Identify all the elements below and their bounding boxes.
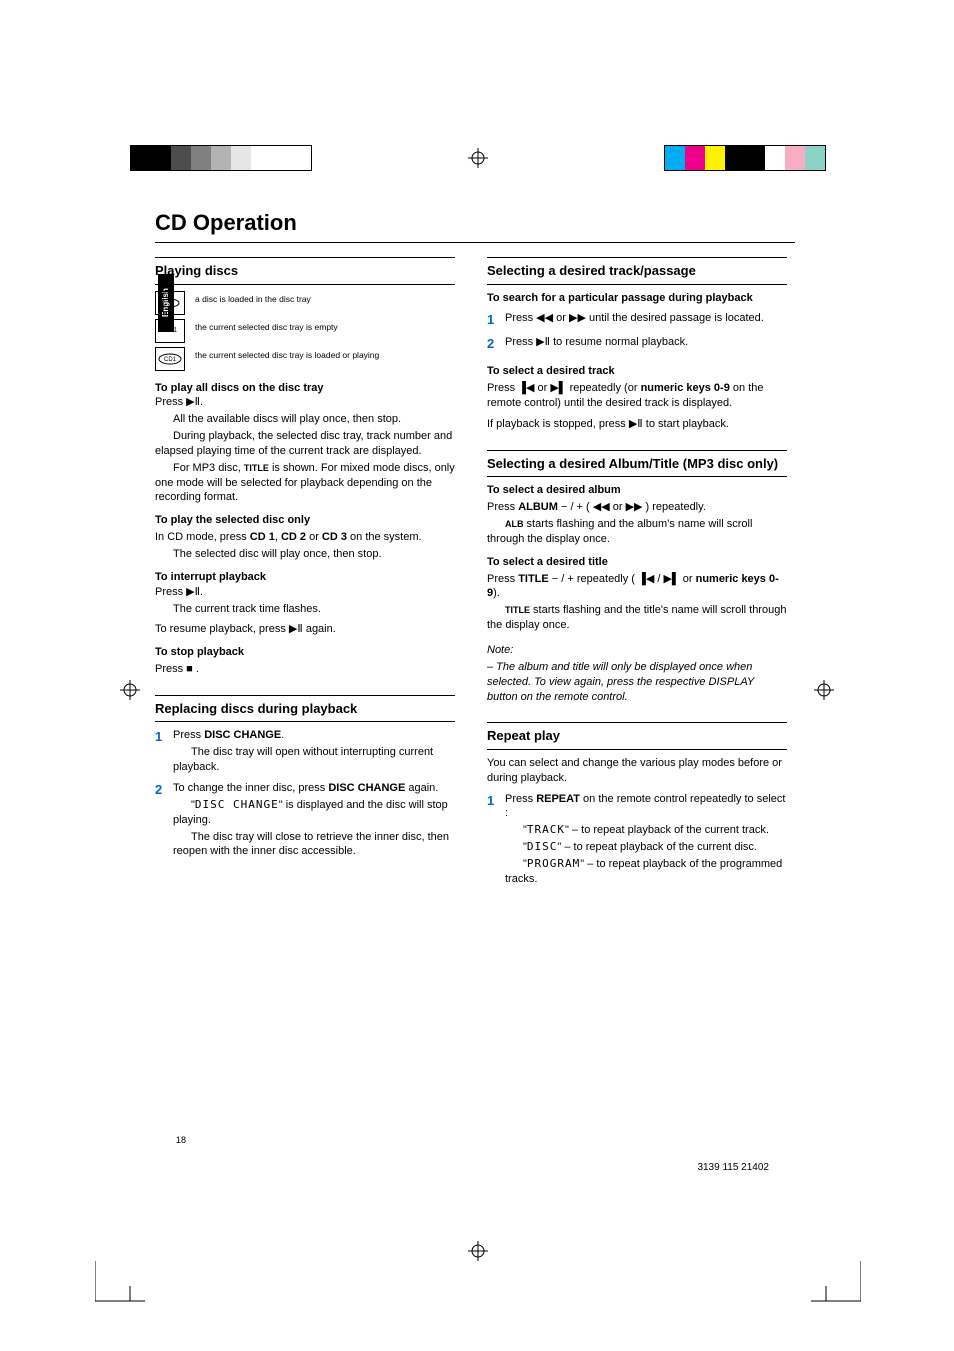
registration-mark-bottom xyxy=(468,1241,488,1261)
sub-heading: To play the selected disc only xyxy=(155,513,455,528)
step-detail: The disc tray will open without interrup… xyxy=(173,745,455,775)
instruction-text: Press ▶Ⅱ. xyxy=(155,585,455,600)
body-text: For MP3 disc, TITLE is shown. For mixed … xyxy=(155,461,455,506)
left-colorbar xyxy=(130,145,312,171)
step-number: 2 xyxy=(155,781,173,859)
registration-mark-right xyxy=(814,680,834,700)
section-heading: Playing discs xyxy=(155,257,455,285)
section-heading: Replacing discs during playback xyxy=(155,695,455,723)
left-column: Playing discs a disc is loaded in the di… xyxy=(155,251,455,887)
step-number: 1 xyxy=(155,728,173,775)
body-text: You can select and change the various pl… xyxy=(487,756,787,786)
step-text: Press ◀◀ or ▶▶ until the desired passage… xyxy=(505,311,787,329)
sub-heading: To search for a particular passage durin… xyxy=(487,291,787,306)
legend-text: the current selected disc tray is loaded… xyxy=(195,347,379,361)
note-heading: Note: xyxy=(487,643,787,658)
page-number: 18 xyxy=(176,1135,186,1145)
page-title: CD Operation xyxy=(155,210,795,243)
svg-text:CD1: CD1 xyxy=(164,357,177,363)
body-text: To resume playback, press ▶Ⅱ again. xyxy=(155,622,455,637)
step-1: 1 Press ◀◀ or ▶▶ until the desired passa… xyxy=(487,311,787,329)
disc-loaded-icon xyxy=(155,291,185,315)
step-2: 2 To change the inner disc, press DISC C… xyxy=(155,781,455,859)
right-column: Selecting a desired track/passage To sea… xyxy=(487,251,787,887)
sub-heading: To interrupt playback xyxy=(155,570,455,585)
footer-code: 3139 115 21402 xyxy=(697,1162,769,1173)
step-text: Press DISC CHANGE. The disc tray will op… xyxy=(173,728,455,775)
body-text: TITLE starts flashing and the title's na… xyxy=(487,603,787,633)
crop-corner-br xyxy=(811,1261,861,1311)
section-heading: Selecting a desired track/passage xyxy=(487,257,787,285)
crop-corner-bl xyxy=(95,1261,145,1311)
sub-heading: To select a desired album xyxy=(487,483,787,498)
sub-heading: To play all discs on the disc tray xyxy=(155,381,455,396)
step-text: To change the inner disc, press DISC CHA… xyxy=(173,781,455,859)
tray-playing-icon: CD1 xyxy=(155,347,185,371)
tray-empty-icon: CD1 xyxy=(155,319,185,343)
page-content: CD Operation Playing discs a disc is loa… xyxy=(155,210,795,887)
step-number: 2 xyxy=(487,335,505,353)
sub-heading: To select a desired title xyxy=(487,555,787,570)
section-heading: Selecting a desired Album/Title (MP3 dis… xyxy=(487,450,787,478)
registration-mark-top xyxy=(468,148,488,168)
body-text: Press ■ . xyxy=(155,662,455,677)
body-text: Press ALBUM − / + ( ◀◀ or ▶▶ ) repeatedl… xyxy=(487,500,787,515)
step-text: Press ▶Ⅱ to resume normal playback. xyxy=(505,335,787,353)
step-1: 1 Press REPEAT on the remote control rep… xyxy=(487,792,787,887)
sub-heading: To select a desired track xyxy=(487,364,787,379)
body-text: Press ▐◀ or ▶▌ repeatedly (or numeric ke… xyxy=(487,381,787,411)
step-2: 2 Press ▶Ⅱ to resume normal playback. xyxy=(487,335,787,353)
body-text: The current track time flashes. xyxy=(155,602,455,617)
legend-text: a disc is loaded in the disc tray xyxy=(195,291,311,305)
body-text: In CD mode, press CD 1, CD 2 or CD 3 on … xyxy=(155,530,455,545)
legend-text: the current selected disc tray is empty xyxy=(195,319,338,333)
step-detail: "DISC CHANGE" is displayed and the disc … xyxy=(173,798,455,828)
right-colorbar xyxy=(664,145,826,171)
body-text: If playback is stopped, press ▶Ⅱ to star… xyxy=(487,417,787,432)
instruction-text: Press ▶Ⅱ. xyxy=(155,395,455,410)
columns: Playing discs a disc is loaded in the di… xyxy=(155,251,795,887)
body-text: The selected disc will play once, then s… xyxy=(155,547,455,562)
section-heading: Repeat play xyxy=(487,722,787,750)
repeat-option: "PROGRAM" – to repeat playback of the pr… xyxy=(505,857,787,887)
step-number: 1 xyxy=(487,792,505,887)
step-number: 1 xyxy=(487,311,505,329)
top-print-marks xyxy=(0,145,954,175)
disc-icon-legend: a disc is loaded in the disc tray CD1 th… xyxy=(155,291,455,371)
body-text: All the available discs will play once, … xyxy=(155,412,455,427)
body-text: During playback, the selected disc tray,… xyxy=(155,429,455,459)
registration-mark-left xyxy=(120,680,140,700)
note-body: – The album and title will only be displ… xyxy=(487,660,787,705)
repeat-option: "TRACK" – to repeat playback of the curr… xyxy=(505,823,787,838)
body-text: Press TITLE − / + repeatedly ( ▐◀ / ▶▌ o… xyxy=(487,572,787,602)
body-text: ALB starts flashing and the album's name… xyxy=(487,517,787,547)
step-text: Press REPEAT on the remote control repea… xyxy=(505,792,787,887)
sub-heading: To stop playback xyxy=(155,645,455,660)
step-detail: The disc tray will close to retrieve the… xyxy=(173,830,455,860)
step-1: 1 Press DISC CHANGE. The disc tray will … xyxy=(155,728,455,775)
repeat-option: "DISC" – to repeat playback of the curre… xyxy=(505,840,787,855)
